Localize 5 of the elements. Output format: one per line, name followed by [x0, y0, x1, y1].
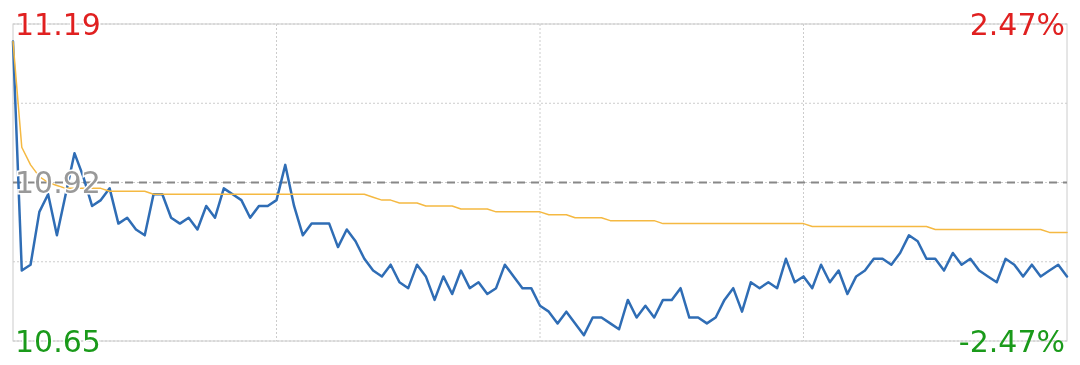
y2-tick-label: 2.47% — [969, 6, 1065, 42]
y-tick-label: 11.19 — [15, 6, 101, 42]
line-series — [12, 40, 1068, 234]
y2-tick-label: -2.47% — [958, 323, 1065, 359]
y-tick-label: 10.65 — [15, 323, 101, 359]
